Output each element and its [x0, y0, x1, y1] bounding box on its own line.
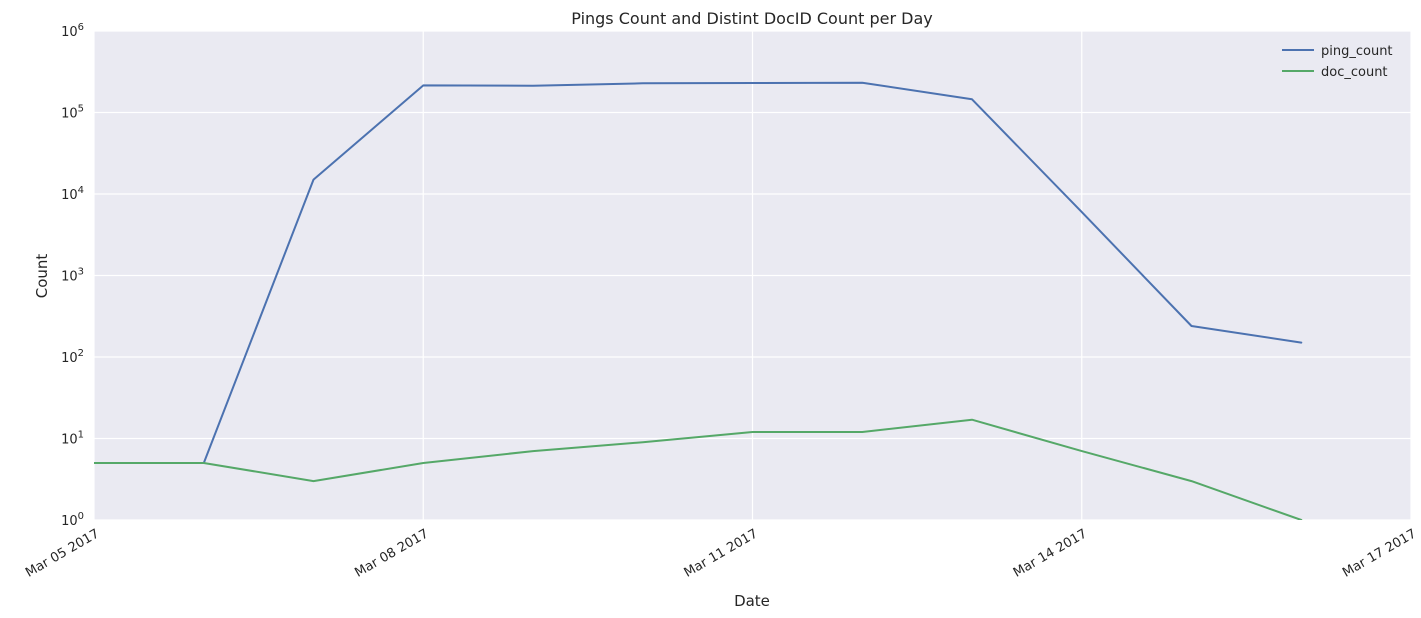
x-axis-ticks: Mar 05 2017 Mar 08 2017 Mar 11 2017 Mar 14 … — [23, 526, 1419, 580]
x-tick-label: Mar 17 2017 — [1340, 526, 1419, 580]
legend-item: ping_count — [1282, 44, 1393, 59]
y-tick-label: 102 — [61, 348, 84, 366]
x-tick-label: Mar 11 2017 — [682, 526, 761, 580]
y-tick-label: 100 — [61, 511, 84, 529]
y-tick-label: 104 — [61, 185, 84, 203]
y-tick-label: 106 — [61, 22, 84, 40]
x-axis-label: Date — [734, 592, 770, 610]
y-tick-label: 103 — [61, 267, 84, 285]
y-axis-ticks: 100 101 102 103 104 105 106 — [61, 22, 84, 529]
series-line-ping-count — [94, 81, 1303, 464]
y-tick-label: 101 — [61, 430, 84, 448]
chart-title: Pings Count and Distint DocID Count per … — [571, 9, 932, 28]
x-tick-label: Mar 05 2017 — [23, 526, 102, 580]
legend: ping_count doc_count — [1282, 44, 1393, 80]
x-tick-label: Mar 08 2017 — [352, 526, 431, 580]
legend-label: ping_count — [1321, 44, 1393, 59]
grid-lines — [93, 30, 1412, 521]
y-tick-label: 105 — [61, 104, 84, 122]
y-axis-label: Count — [33, 254, 51, 299]
series-line-doc-count — [94, 418, 1303, 520]
series-layer — [94, 81, 1303, 520]
legend-item: doc_count — [1282, 65, 1388, 80]
x-tick-label: Mar 14 2017 — [1011, 526, 1090, 580]
legend-label: doc_count — [1321, 65, 1388, 80]
